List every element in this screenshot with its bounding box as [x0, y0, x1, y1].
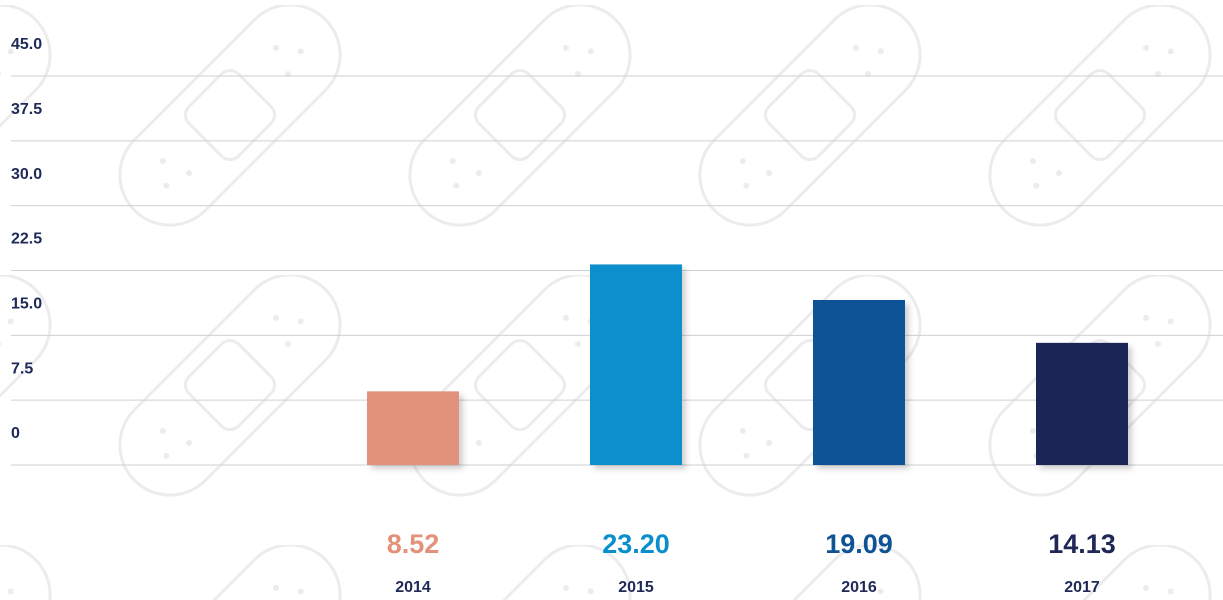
value-label: 23.20: [602, 529, 670, 559]
y-tick-label: 0: [11, 425, 20, 442]
y-tick-label: 30.0: [11, 166, 42, 183]
bar: [367, 391, 459, 465]
value-label: 19.09: [825, 529, 893, 559]
bar: [1036, 342, 1128, 465]
x-tick-label: 2014: [395, 579, 431, 596]
y-tick-label: 7.5: [11, 360, 33, 377]
value-label: 14.13: [1048, 529, 1116, 559]
x-tick-label: 2015: [618, 579, 654, 596]
x-tick-label: 2017: [1064, 579, 1100, 596]
bar: [590, 264, 682, 465]
bar: [813, 299, 905, 465]
y-tick-label: 15.0: [11, 296, 42, 313]
x-tick-label: 2016: [841, 579, 877, 596]
value-label: 8.52: [387, 529, 440, 559]
y-tick-label: 45.0: [11, 36, 42, 53]
y-tick-label: 37.5: [11, 101, 42, 118]
y-tick-label: 22.5: [11, 231, 42, 248]
